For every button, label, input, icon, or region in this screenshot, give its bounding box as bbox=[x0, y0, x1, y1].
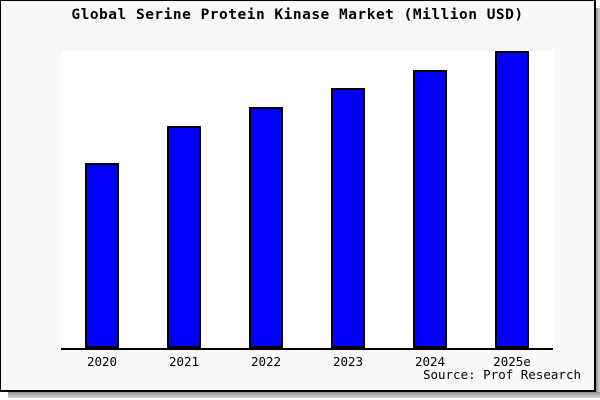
bar-2021 bbox=[167, 126, 201, 348]
x-tick-label-2023: 2023 bbox=[332, 354, 364, 369]
bar-2024 bbox=[413, 70, 447, 348]
x-tick-label-2021: 2021 bbox=[168, 354, 200, 369]
bar-2022 bbox=[249, 107, 283, 348]
bar-2020 bbox=[85, 163, 119, 348]
bar-2023 bbox=[331, 88, 365, 348]
source-label: Source: Prof Research bbox=[422, 367, 581, 382]
card-shadow-bottom bbox=[8, 392, 600, 398]
bar-2025e bbox=[495, 51, 529, 348]
plot-area bbox=[61, 51, 553, 350]
chart-canvas: Global Serine Protein Kinase Market (Mil… bbox=[0, 0, 596, 392]
x-tick-label-2024: 2024 bbox=[414, 354, 446, 369]
chart-title: Global Serine Protein Kinase Market (Mil… bbox=[71, 7, 524, 23]
x-tick-label-2020: 2020 bbox=[86, 354, 118, 369]
card-shadow-right bbox=[596, 8, 600, 398]
x-tick-label-2022: 2022 bbox=[250, 354, 282, 369]
x-tick-label-2025e: 2025e bbox=[493, 354, 531, 369]
